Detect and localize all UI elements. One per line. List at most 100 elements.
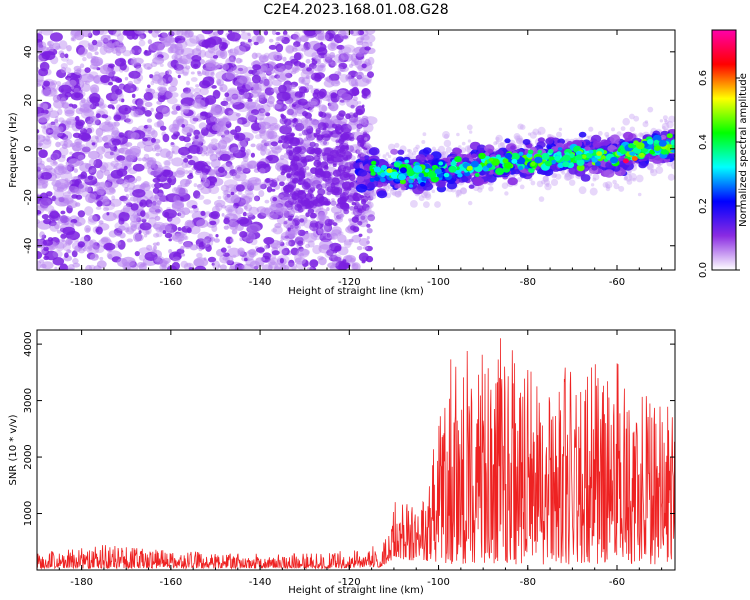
noise-blob [317,229,323,235]
signal-halo-blob [667,173,675,181]
signal-halo-blob [473,184,480,192]
noise-blob [306,266,314,270]
noise-blob [104,120,111,125]
signal-blob [536,169,543,175]
noise-blob [235,112,241,117]
signal-halo-blob [551,173,557,179]
signal-halo-blob [586,135,590,139]
signal-halo-blob [530,180,536,186]
noise-blob [246,111,251,116]
noise-blob [247,177,262,186]
noise-blob [171,186,181,194]
noise-blob [154,165,160,171]
noise-blob [275,101,283,110]
noise-blob [43,204,55,212]
noise-blob [244,189,254,196]
noise-blob [95,226,103,235]
noise-blob [155,152,160,157]
noise-blob [348,218,352,222]
noise-blob [155,112,164,120]
noise-blob [262,78,273,88]
noise-blob [112,65,121,72]
noise-blob [156,167,165,173]
noise-blob [263,30,269,36]
noise-blob [241,85,246,89]
noise-blob [127,58,135,66]
noise-blob [220,247,227,253]
noise-blob [182,71,189,77]
noise-blob [178,103,191,113]
noise-blob [247,32,251,36]
signal-halo-blob [529,131,537,139]
noise-blob [239,250,245,255]
noise-blob [204,59,217,68]
noise-blob [244,101,250,106]
noise-blob [68,103,74,107]
noise-blob [133,232,141,243]
noise-blob [65,238,74,245]
signal-halo-blob [514,135,521,141]
noise-blob [77,241,86,248]
noise-blob [218,41,227,52]
signal-blob [507,177,518,186]
noise-blob [304,166,310,171]
signal-halo-blob [423,191,431,199]
noise-blob [148,30,153,34]
noise-blob [349,30,360,37]
noise-blob [73,168,79,173]
noise-blob [42,103,49,111]
noise-blob [201,127,209,136]
noise-blob [281,164,289,171]
noise-blob [75,75,81,79]
signal-halo-blob [569,179,576,186]
noise-blob [58,117,65,123]
signal-blob [363,155,370,161]
noise-blob [59,263,69,270]
noise-blob [258,121,271,130]
noise-blob [273,103,282,110]
signal-halo-blob [668,115,675,123]
noise-blob [224,204,236,212]
noise-blob [306,84,314,90]
noise-blob [219,264,227,270]
signal-core-blob [666,133,673,139]
noise-blob [354,58,362,66]
noise-blob [124,179,129,185]
noise-blob [284,134,294,144]
noise-blob [126,238,133,243]
noise-blob [53,99,65,109]
noise-blob [309,212,317,219]
noise-blob [317,188,326,196]
noise-blob [60,170,73,181]
noise-blob [75,115,80,122]
noise-blob [217,82,222,86]
noise-blob [305,230,309,235]
noise-blob [237,75,249,84]
noise-blob [164,260,169,265]
signal-halo-blob [661,122,670,131]
noise-blob [348,88,360,97]
noise-blob [230,146,240,154]
noise-blob [152,56,165,65]
noise-blob [37,112,50,123]
signal-halo-blob [613,183,620,190]
signal-halo-blob [537,126,546,135]
noise-blob [48,110,60,119]
noise-blob [267,51,283,61]
noise-blob [216,125,224,132]
noise-blob [294,257,306,265]
noise-blob [96,186,105,196]
noise-blob [229,220,239,231]
noise-blob [313,159,322,168]
signal-halo-blob [618,185,625,192]
noise-blob [327,176,332,181]
noise-blob [272,197,278,202]
noise-blob [56,229,62,234]
noise-blob [294,253,302,263]
noise-blob [95,206,102,210]
noise-blob [96,67,101,71]
noise-blob [197,70,201,75]
noise-blob [205,211,211,215]
noise-blob [171,157,184,167]
noise-blob [363,122,374,133]
